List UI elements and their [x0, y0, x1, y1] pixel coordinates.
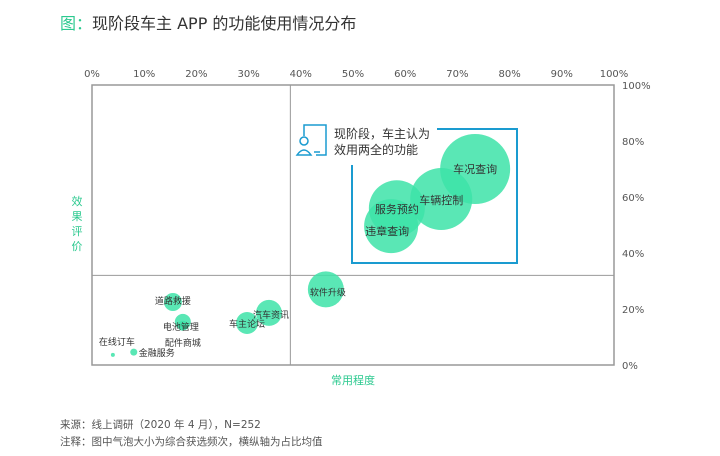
x-tick-label: 90%	[551, 69, 573, 80]
x-tick-label: 80%	[498, 69, 520, 80]
bubble-label: 道路救援	[155, 295, 191, 307]
x-tick-label: 70%	[446, 69, 468, 80]
y-tick-label: 60%	[622, 193, 644, 204]
plot-frame	[91, 84, 615, 366]
x-axis-label: 常用程度	[331, 373, 375, 387]
chart-title: 图：现阶段车主 APP 的功能使用情况分布	[60, 10, 356, 34]
bubble	[255, 299, 282, 326]
bubble-label: 违章查询	[365, 224, 409, 238]
bubble	[130, 348, 138, 356]
highlight-text: 现阶段，车主认为	[334, 126, 430, 141]
y-tick-label: 20%	[622, 305, 644, 316]
footnote: 注释：图中气泡大小为综合获选频次，横纵轴为占比均值	[60, 436, 323, 448]
bubble	[177, 320, 188, 331]
bubble	[364, 199, 419, 254]
bubble-label: 服务预约	[375, 203, 419, 216]
bubble-label: 配件商城	[165, 337, 201, 349]
y-tick-label: 40%	[622, 249, 644, 260]
bubble-label: 车辆控制	[419, 193, 463, 207]
y-tick-label: 80%	[622, 137, 644, 148]
title-text: 现阶段车主 APP 的功能使用情况分布	[92, 14, 357, 33]
x-tick-label: 20%	[185, 69, 207, 80]
x-tick-label: 10%	[133, 69, 155, 80]
x-tick-label: 50%	[342, 69, 364, 80]
bubble-label: 车主论坛	[229, 318, 265, 330]
bubble-label: 电池管理	[163, 321, 199, 333]
bubble	[163, 293, 182, 311]
y-axis-label: 效果评价	[71, 195, 83, 253]
x-tick-label: 60%	[394, 69, 416, 80]
y-tick-label: 0%	[622, 361, 638, 372]
bubble-label: 车况查询	[453, 162, 497, 176]
y-tick-label: 100%	[622, 81, 651, 92]
title-prefix: 图：	[60, 14, 93, 33]
highlight-box	[351, 128, 518, 264]
bubble-label: 在线订车	[99, 336, 135, 348]
x-tick-label: 0%	[84, 69, 100, 80]
bubble	[110, 352, 115, 357]
bubble	[410, 167, 473, 230]
x-tick-label: 30%	[237, 69, 259, 80]
bubble-label: 金融服务	[139, 347, 175, 359]
x-tick-label: 40%	[290, 69, 312, 80]
bubble-label: 汽车资讯	[253, 309, 289, 321]
source-note: 来源：线上调研（2020 年 4 月），N=252	[60, 419, 261, 431]
bubble	[307, 271, 344, 308]
bubble-label: 软件升级	[310, 286, 346, 298]
x-tick-label: 100%	[600, 69, 629, 80]
bubble	[236, 312, 259, 334]
highlight-text: 效用两全的功能	[334, 142, 418, 157]
user-icon	[295, 124, 327, 158]
